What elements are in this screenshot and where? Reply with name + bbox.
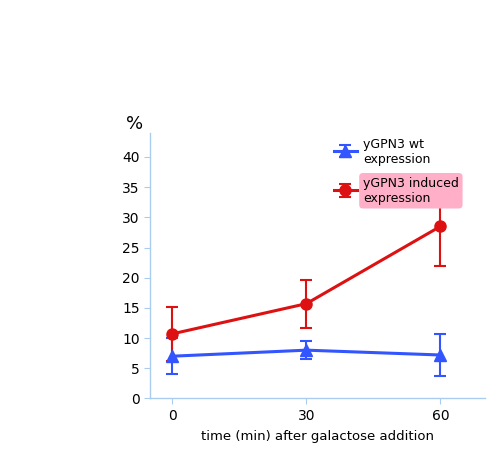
Legend: yGPN3 wt
expression, yGPN3 induced
expression: yGPN3 wt expression, yGPN3 induced expre… — [330, 134, 462, 208]
X-axis label: time (min) after galactose addition: time (min) after galactose addition — [201, 430, 434, 443]
Text: %: % — [126, 114, 144, 133]
